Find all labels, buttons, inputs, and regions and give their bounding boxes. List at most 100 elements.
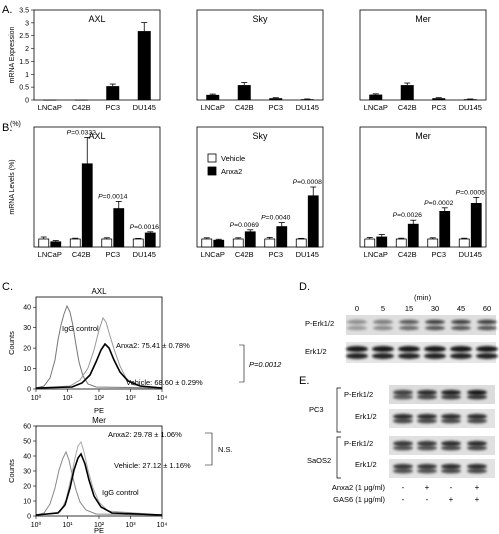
y-tick-label: 0 [27, 387, 31, 394]
y-tick-label: 10 [23, 499, 31, 506]
bar-vehicle [101, 238, 113, 248]
y-tick-label: 60 [23, 424, 31, 431]
flow-mer-axes: 10⁰ 10¹ 10² 10³ 10⁴ 0 10 20 30 40 50 60 [23, 424, 167, 530]
blot-e-saos2-row-erk: Erk1/2 [355, 460, 377, 469]
legend-label-anxa2: Anxa2 [221, 167, 242, 176]
x-tick-label: DU145 [133, 103, 156, 112]
p-value-annotation: P=0.0016 [130, 224, 160, 231]
band [441, 445, 461, 451]
legend-label-vehicle: Vehicle [221, 154, 245, 163]
bar-anxa2 [307, 195, 319, 248]
chart-frame [33, 126, 161, 248]
bar-vehicle [264, 238, 276, 248]
blot-e-strip-2 [389, 409, 495, 428]
bar-anxa2 [50, 241, 62, 248]
blot-d-perk-strip [346, 315, 496, 335]
band-erk-lower [424, 353, 446, 359]
p-value-annotation: P=0.0026 [393, 212, 423, 219]
band-perk-upper [425, 319, 445, 325]
x-tick-label: PC3 [431, 250, 446, 259]
bar [206, 94, 220, 100]
flow-axl-label-anxa2: Anxa2: 75.41 ± 0.78% [116, 341, 190, 350]
time-label: 60 [483, 304, 491, 313]
band-erk-upper [476, 346, 498, 352]
y-tick-label: 1 [25, 72, 29, 79]
chart-frame [33, 9, 161, 101]
blot-e-saos2-row-perk: P-Erk1/2 [344, 439, 373, 448]
band [467, 445, 487, 451]
x-tick-label: PC3 [431, 103, 446, 112]
band [467, 418, 487, 424]
x-tick-label: C42B [398, 250, 417, 259]
x-tick-label: C42B [72, 103, 91, 112]
p-value-annotation: P=0.0005 [456, 189, 486, 196]
treatment-sign: + [475, 495, 480, 504]
treatment-sign: + [449, 495, 454, 504]
bar-anxa2 [376, 236, 388, 248]
flow-axl-ylabel: Counts [7, 331, 16, 355]
band [417, 394, 437, 400]
chart-title: AXL [88, 14, 105, 24]
bar-vehicle [69, 238, 81, 248]
x-tick-label: DU145 [459, 250, 482, 259]
y-tick-label: 50 [23, 439, 31, 446]
chart-title: Mer [415, 14, 431, 24]
x-tick-label: 10¹ [62, 522, 73, 529]
x-tick-label: 10⁴ [157, 522, 168, 529]
flow-mer-vehicle-curve [35, 452, 163, 516]
time-label: 0 [355, 304, 359, 313]
bar [237, 85, 251, 100]
band [393, 394, 413, 400]
band-perk-upper [399, 319, 419, 325]
x-tick-label: LNCaP [201, 103, 225, 112]
treatment-sign: + [425, 483, 430, 492]
blot-d-unit: (min) [414, 293, 432, 302]
bar [432, 98, 446, 100]
band-perk-lower [477, 325, 497, 331]
flow-axl-pvalue: P=0.0012 [249, 360, 282, 369]
p-value-annotation: P=0.0069 [230, 222, 260, 229]
y-tick-label: 30 [23, 469, 31, 476]
bar-vehicle [201, 238, 213, 248]
band-erk-lower [398, 353, 420, 359]
blot-e-strip-1 [389, 385, 495, 404]
p-value-annotation: P=0.0332 [67, 129, 97, 136]
chart-a-axl: AXL 0 0.5 1 1.5 2 2.5 3 3.5 mRNA Expression LNCaP C… [9, 8, 161, 112]
bar-vehicle [427, 238, 439, 248]
blot-e-pc3-row-perk: P-Erk1/2 [344, 390, 373, 399]
y-tick-label: 3 [25, 20, 29, 27]
band-erk-upper [346, 346, 368, 352]
bar-vehicle [295, 238, 307, 248]
chart-title: Mer [415, 131, 431, 141]
y-unit-label: (%) [10, 121, 21, 128]
flow-axl-axes: 10⁰ 10¹ 10² 10³ 10⁴ 0 10 20 30 40 [23, 305, 167, 402]
band-erk-lower [346, 353, 368, 359]
band [467, 468, 487, 474]
x-tick-label: 10³ [125, 395, 136, 402]
band-perk-lower [425, 325, 445, 331]
bar [269, 98, 283, 100]
flow-axl-anxa2-curve [35, 316, 163, 389]
panel-e-western-blot: PC3 P-Erk1/2 Erk1/2 SaOS2 P-Erk1/2 Erk1/… [307, 385, 495, 504]
y-axis-label: mRNA Levels (%) [9, 159, 16, 214]
blot-d-bands [346, 319, 498, 359]
band [441, 440, 461, 447]
flow-axl-title: AXL [91, 287, 107, 296]
x-tick-label: DU145 [133, 250, 156, 259]
bar [74, 99, 88, 101]
y-tick-label: 1.5 [19, 59, 29, 66]
x-tick-label: C42B [398, 103, 417, 112]
time-label: 5 [381, 304, 385, 313]
panel-label-e: E. [299, 375, 309, 387]
chart-a-mer: Mer LNCaP C42B PC3 DU145 [359, 9, 487, 112]
chart-frame [196, 9, 324, 101]
bar-anxa2 [439, 210, 451, 248]
panel-b-legend: Vehicle Anxa2 [207, 153, 245, 176]
panel-d-western-blot: (min) 0 5 15 30 45 60 P-Erk1/2 Erk1/2 [305, 293, 498, 363]
y-tick-label: 30 [23, 325, 31, 332]
band [417, 445, 437, 451]
panel-c-flow-histograms: AXL 10⁰ 10¹ 10² 10³ 10⁴ 0 10 20 30 40 IgG control… [7, 287, 282, 534]
bar-anxa2 [144, 232, 156, 248]
x-tick-label: 10³ [125, 522, 136, 529]
panel-a-charts: AXL 0 0.5 1 1.5 2 2.5 3 3.5 mRNA Expression LNCaP C… [9, 8, 487, 112]
